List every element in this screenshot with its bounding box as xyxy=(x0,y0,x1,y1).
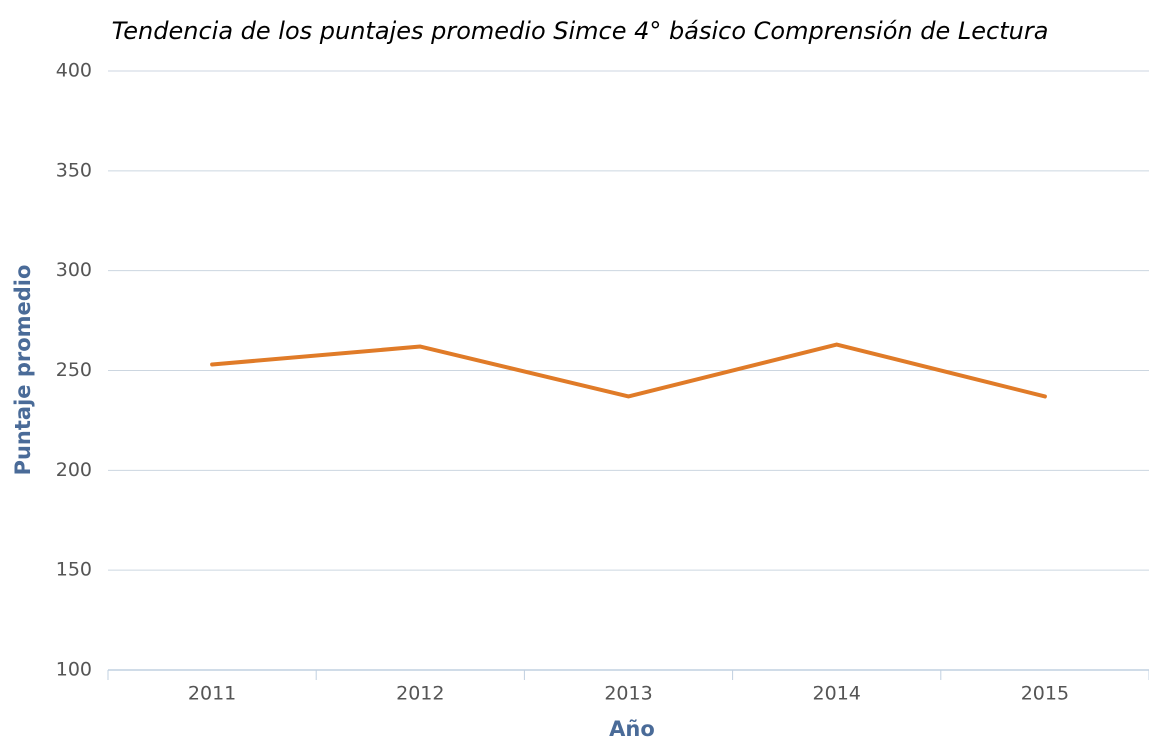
y-tick-label: 200 xyxy=(56,459,92,481)
x-tick-label: 2014 xyxy=(813,683,861,705)
x-axis-title: Año xyxy=(609,717,655,740)
x-tick-label: 2013 xyxy=(604,683,652,705)
y-tick-label: 400 xyxy=(56,60,92,82)
y-tick-label: 250 xyxy=(56,359,92,381)
x-tick-label: 2011 xyxy=(188,683,236,705)
x-tick-label: 2012 xyxy=(396,683,444,705)
chart-title: Tendencia de los puntajes promedio Simce… xyxy=(112,17,1049,45)
y-axis-title: Puntaje promedio xyxy=(11,265,35,476)
x-tick-label: 2015 xyxy=(1021,683,1069,705)
y-tick-label: 100 xyxy=(56,659,92,681)
y-tick-label: 350 xyxy=(56,159,92,181)
y-tick-label: 150 xyxy=(56,559,92,581)
line-series xyxy=(210,342,1047,399)
y-tick-label: 300 xyxy=(56,259,92,281)
